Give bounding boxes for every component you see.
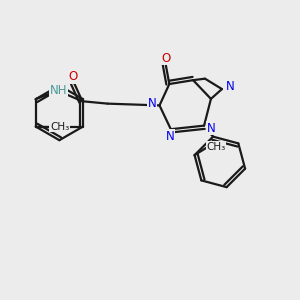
Text: N: N: [148, 97, 157, 110]
Text: N: N: [166, 130, 175, 143]
Text: CH₃: CH₃: [206, 142, 226, 152]
Text: O: O: [69, 70, 78, 83]
Text: N: N: [226, 80, 235, 93]
Text: CH₃: CH₃: [50, 122, 69, 131]
Text: NH: NH: [50, 84, 67, 98]
Text: O: O: [161, 52, 170, 65]
Text: CH₃: CH₃: [50, 122, 69, 131]
Text: N: N: [207, 122, 216, 134]
